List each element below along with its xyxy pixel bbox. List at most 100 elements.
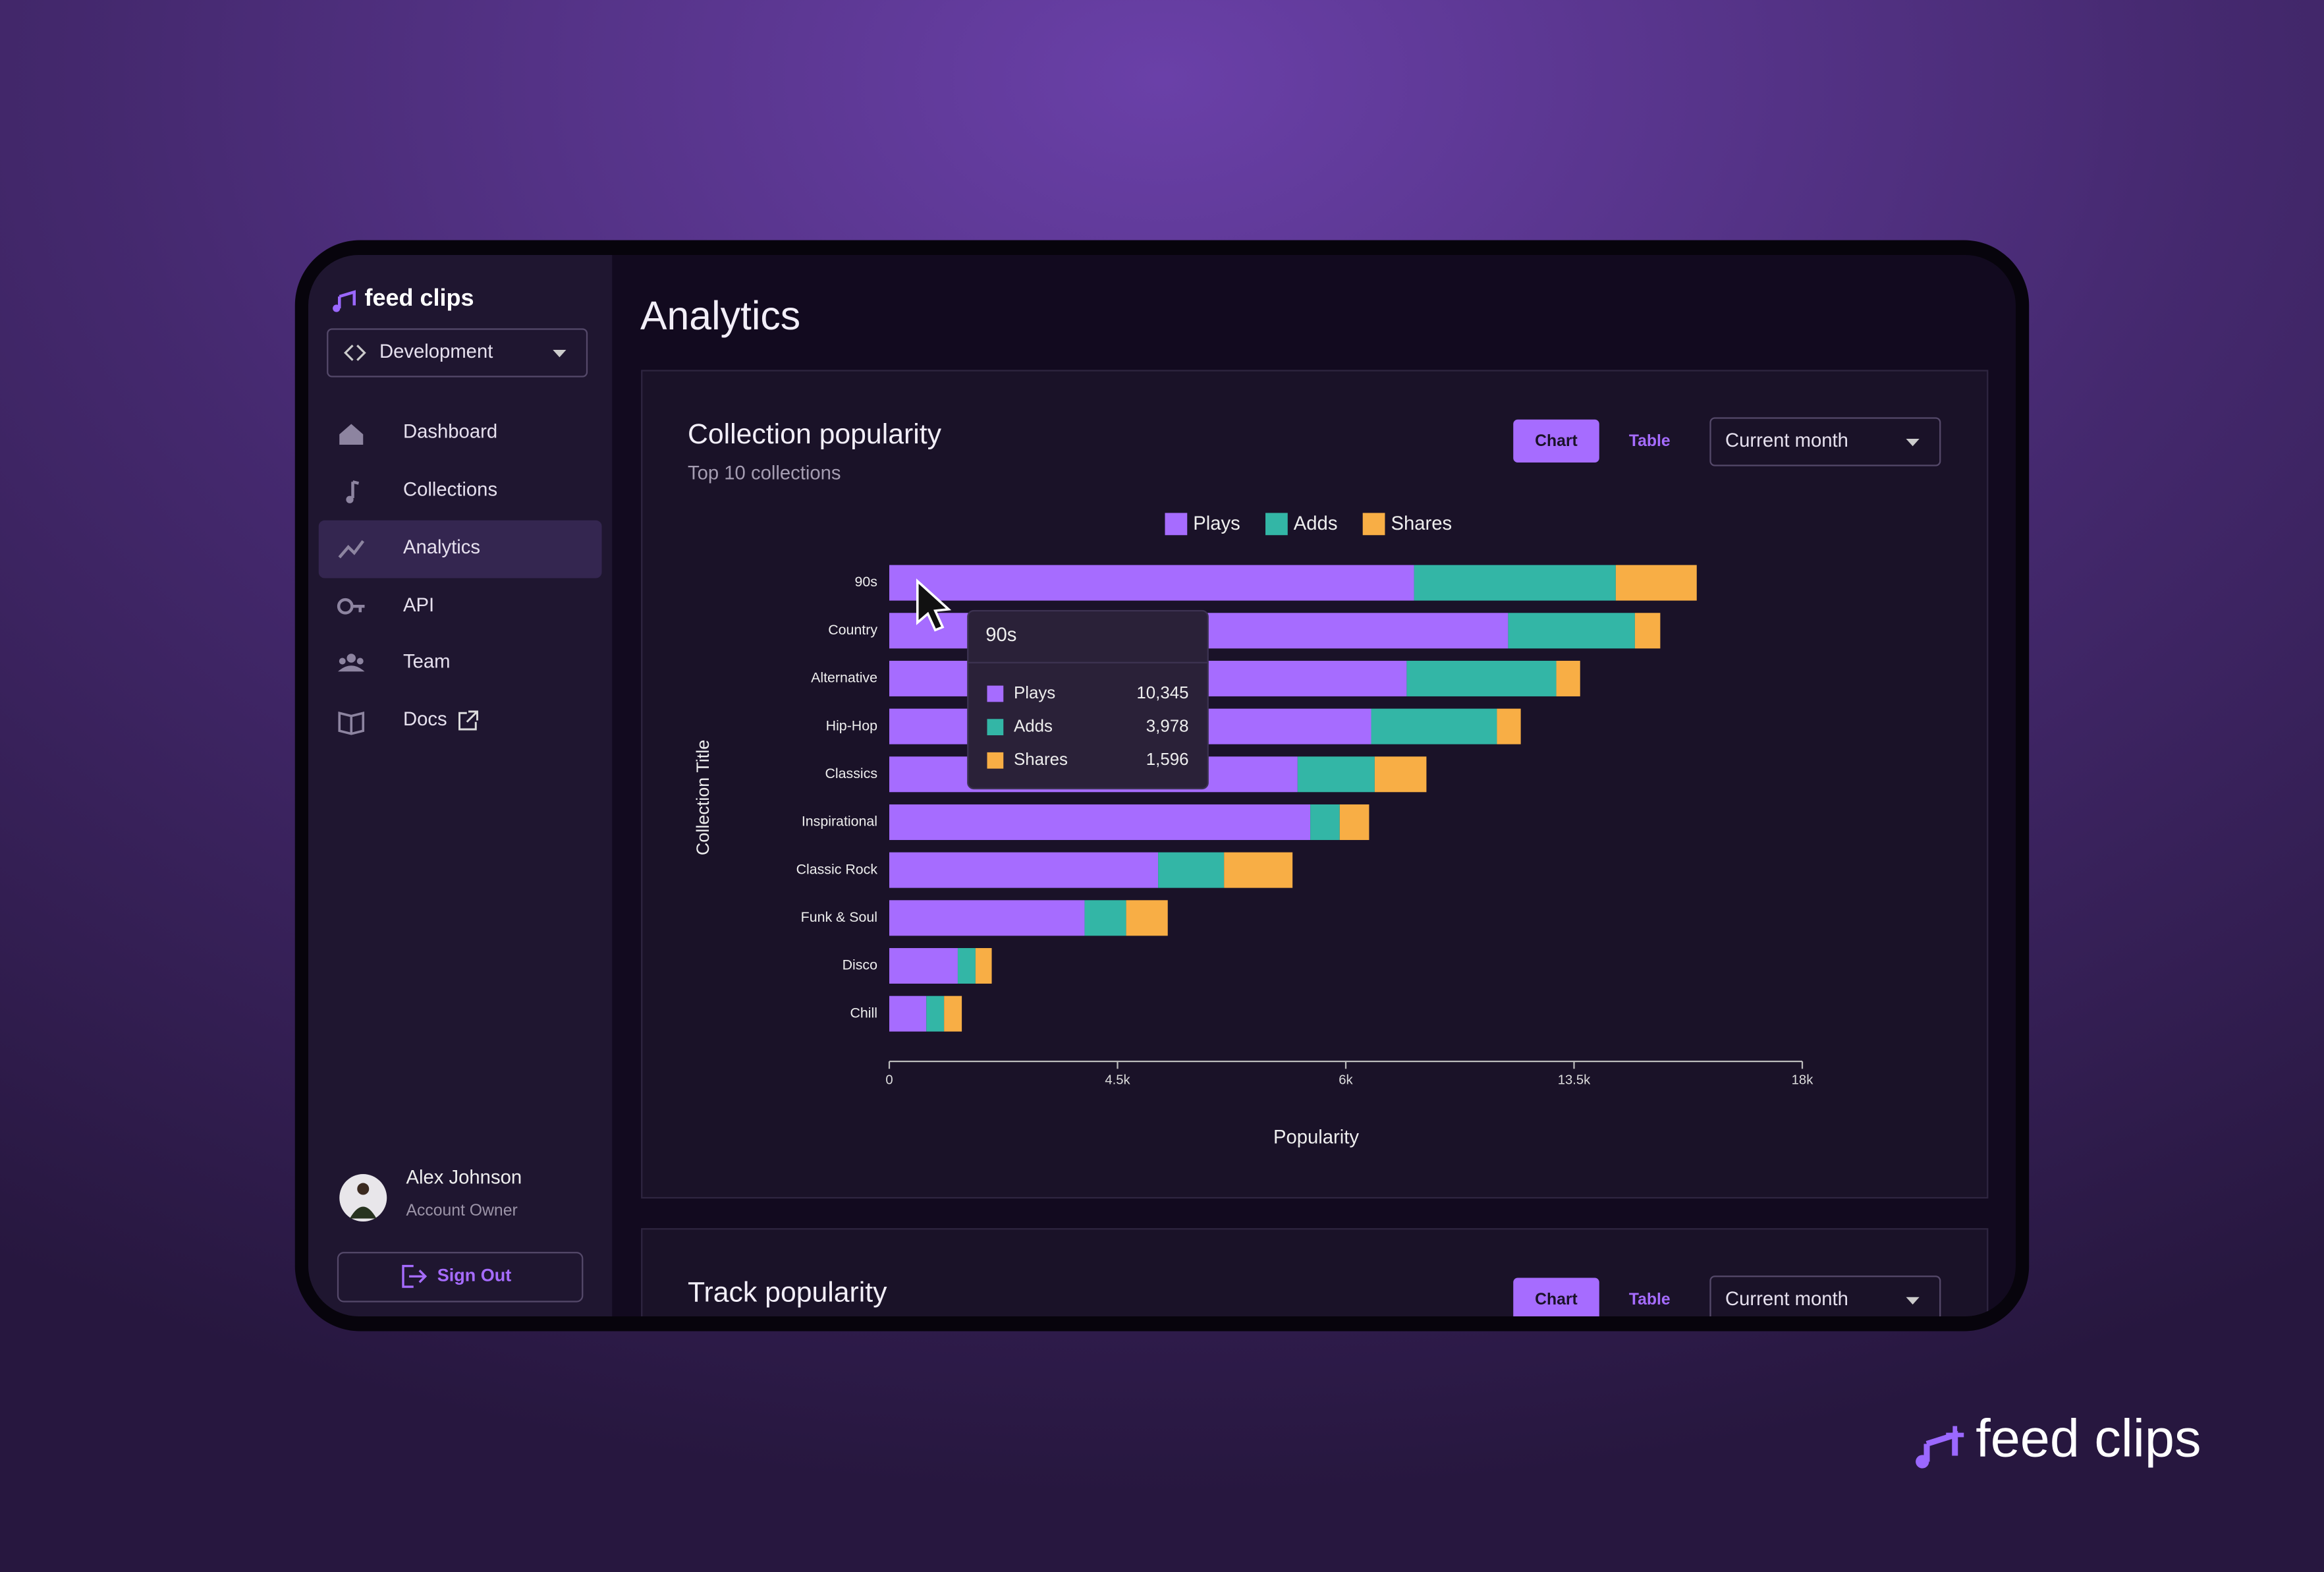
bar-segment [926, 996, 945, 1032]
y-axis-title: Collection Title [693, 740, 713, 856]
bar-segment [1126, 900, 1168, 936]
y-tick-label: Classics [825, 766, 877, 781]
nav-item[interactable]: Collections [403, 479, 497, 500]
bar-segment [889, 565, 1414, 601]
nav-item[interactable]: Team [403, 651, 451, 672]
nav-icon [338, 711, 365, 735]
bar-segment [1556, 660, 1580, 696]
bar-segment [1339, 804, 1370, 840]
y-tick-label: Classic Rock [796, 861, 878, 877]
y-tick-label: Funk & Soul [801, 909, 877, 925]
nav-icon [356, 658, 364, 665]
bar-segment [889, 804, 1311, 840]
bar-segment [889, 900, 1085, 936]
avatar [357, 1183, 370, 1195]
chart-title: Collection popularity [688, 418, 942, 450]
avatar [350, 1206, 377, 1219]
sign-out-button[interactable] [337, 1252, 584, 1303]
bar-segment [1634, 613, 1661, 649]
chart-toggle[interactable] [1513, 419, 1599, 463]
nav-icon [346, 654, 356, 663]
bar-segment [1508, 613, 1635, 649]
code-icon [344, 345, 366, 361]
chart-toggle-label[interactable]: Chart [1535, 432, 1578, 450]
bar-segment [1406, 660, 1557, 696]
legend-label: Shares [1391, 513, 1452, 534]
x-axis-title: Popularity [1273, 1127, 1359, 1148]
period-label: Current month [1725, 430, 1848, 451]
panel [641, 1228, 1989, 1317]
bar-segment [975, 947, 992, 984]
x-tick-label: 6k [1339, 1073, 1353, 1088]
legend-swatch [1165, 513, 1188, 536]
brand-icon [1946, 1426, 1964, 1444]
nav-item[interactable]: Analytics [403, 537, 480, 558]
bar-segment [1371, 708, 1497, 744]
tooltip-value: 1,596 [1146, 750, 1189, 769]
legend-label: Adds [1294, 513, 1338, 534]
sign-out-icon [402, 1264, 428, 1288]
cursor [916, 578, 952, 632]
page-title: Analytics [640, 293, 800, 338]
period-select[interactable] [1709, 417, 1941, 466]
nav-icon [339, 424, 364, 445]
bar-segment [957, 947, 976, 984]
project-select[interactable] [327, 328, 588, 378]
legend-label: Plays [1193, 513, 1240, 534]
x-tick-label: 0 [885, 1073, 893, 1088]
y-tick-label: Disco [843, 957, 877, 973]
panel-title: Track popularity [688, 1277, 887, 1308]
bar-segment [1497, 708, 1521, 744]
period-select[interactable] [1709, 1276, 1941, 1324]
table-toggle[interactable]: Table [1629, 1291, 1671, 1308]
legend-swatch [1265, 513, 1288, 536]
tooltip-value: 10,345 [1136, 684, 1188, 702]
brand-icon [1916, 1455, 1929, 1469]
external-link-icon [458, 710, 478, 731]
nav-icon [351, 480, 360, 499]
caret [1906, 439, 1920, 447]
y-tick-label: 90s [855, 574, 877, 590]
nav-icon [339, 658, 346, 665]
bar-segment [1615, 565, 1697, 601]
bar-segment [1084, 900, 1126, 936]
tooltip-series: Plays [1014, 684, 1055, 702]
tooltip-value: 3,978 [1146, 717, 1189, 735]
y-tick-label: Chill [850, 1005, 877, 1021]
watermark-brand: feed clips [1976, 1409, 2201, 1469]
period-label: Current month [1725, 1289, 1848, 1310]
bar-segment [1310, 804, 1340, 840]
x-tick-label: 4.5k [1105, 1073, 1130, 1088]
chart-toggle[interactable] [1513, 1277, 1599, 1321]
legend-swatch [1362, 513, 1385, 536]
bar-segment [1158, 852, 1225, 888]
bar-segment [889, 996, 927, 1032]
project-name: Development [379, 341, 493, 362]
caret [1906, 1297, 1920, 1305]
bar-segment [944, 996, 962, 1032]
user-name: Alex Johnson [406, 1167, 522, 1188]
nav-item[interactable]: Dashboard [403, 422, 497, 443]
caret [553, 350, 567, 358]
nav-icon [351, 605, 365, 613]
tooltip-series: Adds [1014, 717, 1053, 735]
brand: feed clips [365, 284, 474, 311]
chart-toggle-label[interactable]: Chart [1535, 1291, 1578, 1308]
chart-subtitle: Top 10 collections [688, 463, 841, 484]
nav-icon [338, 665, 365, 672]
bar-segment [1414, 565, 1616, 601]
x-tick-label: 18k [1792, 1073, 1814, 1088]
nav-icon [346, 495, 354, 503]
tooltip-swatch [987, 752, 1004, 769]
table-toggle[interactable]: Table [1629, 432, 1671, 450]
tooltip-swatch [987, 719, 1004, 736]
nav-active-bg [318, 520, 602, 578]
bar-segment [1374, 756, 1427, 793]
nav-item[interactable]: Docs [403, 709, 447, 730]
bar-segment [889, 852, 1159, 888]
sign-out-label[interactable]: Sign Out [437, 1265, 511, 1285]
y-tick-label: Country [828, 622, 877, 638]
nav-item[interactable]: API [403, 595, 434, 616]
tooltip-series: Shares [1014, 750, 1068, 769]
